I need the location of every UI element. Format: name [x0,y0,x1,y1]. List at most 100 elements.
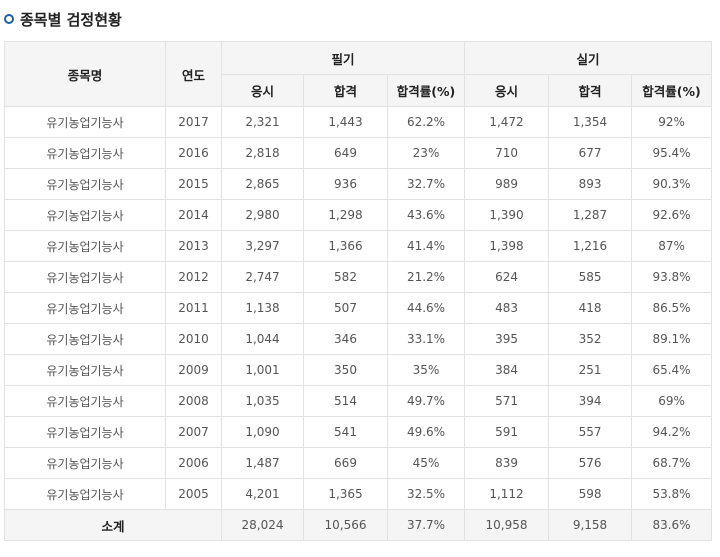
cell-year: 2012 [165,261,222,293]
header-written-rate: 합격률(%) [386,74,466,107]
cell-practical-apply: 1,472 [464,106,550,138]
table-row: 유기농업기능사 2005 4,201 1,365 32.5% 1,112 598 53.8% [4,478,713,510]
header-practical-apply: 응시 [464,74,550,107]
header-year: 연도 [165,41,222,107]
cell-name: 유기농업기능사 [4,106,166,138]
cell-practical-apply: 1,398 [464,230,550,262]
cell-practical-pass: 394 [548,385,633,417]
cell-year: 2008 [165,385,222,417]
cell-practical-apply: 989 [464,168,550,200]
cell-practical-rate: 65.4% [631,354,713,386]
cell-year: 2010 [165,323,222,355]
cell-year: 2011 [165,292,222,324]
cell-name: 유기농업기능사 [4,137,166,169]
table-row: 유기농업기능사 2016 2,818 649 23% 710 677 95.4% [4,137,713,169]
cell-practical-pass: 557 [548,416,633,448]
total-written-pass: 10,566 [303,509,388,541]
cell-practical-pass: 677 [548,137,633,169]
exam-stats-table: 종목명 연도 필기 실기 응시 합격 합격률(%) 응시 합격 합격률(%) 유… [4,41,713,541]
cell-name: 유기농업기능사 [4,199,166,231]
cell-written-rate: 32.5% [386,478,466,510]
cell-practical-apply: 483 [464,292,550,324]
section-title: 종목별 검정현황 [4,6,122,32]
header-written: 필기 [220,41,466,75]
cell-practical-apply: 624 [464,261,550,293]
cell-written-pass: 541 [303,416,388,448]
cell-written-rate: 62.2% [386,106,466,138]
table-row: 유기농업기능사 2014 2,980 1,298 43.6% 1,390 1,287 92.6… [4,199,713,231]
cell-practical-apply: 1,390 [464,199,550,231]
cell-written-apply: 2,321 [221,106,304,138]
total-label: 소계 [4,509,222,541]
cell-practical-pass: 893 [548,168,633,200]
cell-practical-pass: 1,354 [548,106,633,138]
header-practical-rate: 합격률(%) [631,74,713,107]
header-written-apply: 응시 [221,74,304,107]
cell-written-rate: 23% [386,137,466,169]
cell-practical-apply: 591 [464,416,550,448]
cell-written-rate: 41.4% [386,230,466,262]
cell-written-apply: 1,487 [221,447,304,479]
cell-written-pass: 346 [303,323,388,355]
cell-written-apply: 2,747 [221,261,304,293]
cell-written-apply: 1,001 [221,354,304,386]
cell-practical-apply: 1,112 [464,478,550,510]
table-row: 유기농업기능사 2008 1,035 514 49.7% 571 394 69% [4,385,713,417]
cell-written-pass: 1,298 [303,199,388,231]
cell-written-rate: 49.7% [386,385,466,417]
cell-practical-rate: 92% [631,106,713,138]
cell-written-pass: 669 [303,447,388,479]
cell-written-apply: 2,865 [221,168,304,200]
cell-practical-pass: 418 [548,292,633,324]
cell-year: 2016 [165,137,222,169]
table-row: 유기농업기능사 2006 1,487 669 45% 839 576 68.7% [4,447,713,479]
table-row: 유기농업기능사 2007 1,090 541 49.6% 591 557 94.2% [4,416,713,448]
total-written-rate: 37.7% [386,509,466,541]
table-row: 유기농업기능사 2009 1,001 350 35% 384 251 65.4% [4,354,713,386]
table-row: 유기농업기능사 2011 1,138 507 44.6% 483 418 86.5% [4,292,713,324]
cell-practical-rate: 90.3% [631,168,713,200]
cell-name: 유기농업기능사 [4,416,166,448]
cell-practical-pass: 576 [548,447,633,479]
cell-year: 2005 [165,478,222,510]
cell-year: 2015 [165,168,222,200]
cell-written-apply: 1,035 [221,385,304,417]
cell-year: 2006 [165,447,222,479]
cell-name: 유기농업기능사 [4,323,166,355]
cell-written-apply: 2,980 [221,199,304,231]
cell-written-apply: 2,818 [221,137,304,169]
cell-name: 유기농업기능사 [4,354,166,386]
cell-practical-pass: 585 [548,261,633,293]
table-row: 유기농업기능사 2017 2,321 1,443 62.2% 1,472 1,354 92% [4,106,713,138]
cell-written-pass: 936 [303,168,388,200]
cell-name: 유기농업기능사 [4,168,166,200]
cell-written-rate: 21.2% [386,261,466,293]
cell-written-rate: 49.6% [386,416,466,448]
cell-practical-rate: 87% [631,230,713,262]
table-body: 유기농업기능사 2017 2,321 1,443 62.2% 1,472 1,354 92% 유… [4,106,713,541]
cell-name: 유기농업기능사 [4,261,166,293]
header-practical-pass: 합격 [548,74,633,107]
cell-practical-pass: 1,287 [548,199,633,231]
cell-written-pass: 507 [303,292,388,324]
cell-written-rate: 43.6% [386,199,466,231]
cell-written-rate: 45% [386,447,466,479]
table-row: 유기농업기능사 2015 2,865 936 32.7% 989 893 90.3% [4,168,713,200]
cell-practical-rate: 69% [631,385,713,417]
cell-practical-rate: 92.6% [631,199,713,231]
cell-written-pass: 649 [303,137,388,169]
cell-practical-apply: 395 [464,323,550,355]
cell-written-apply: 4,201 [221,478,304,510]
cell-written-apply: 1,138 [221,292,304,324]
cell-practical-apply: 839 [464,447,550,479]
cell-practical-apply: 384 [464,354,550,386]
total-practical-rate: 83.6% [631,509,713,541]
cell-name: 유기농업기능사 [4,385,166,417]
cell-name: 유기농업기능사 [4,447,166,479]
cell-practical-rate: 53.8% [631,478,713,510]
cell-written-pass: 514 [303,385,388,417]
cell-name: 유기농업기능사 [4,292,166,324]
circle-bullet-icon [4,14,14,24]
table-row: 유기농업기능사 2010 1,044 346 33.1% 395 352 89.1% [4,323,713,355]
cell-name: 유기농업기능사 [4,230,166,262]
